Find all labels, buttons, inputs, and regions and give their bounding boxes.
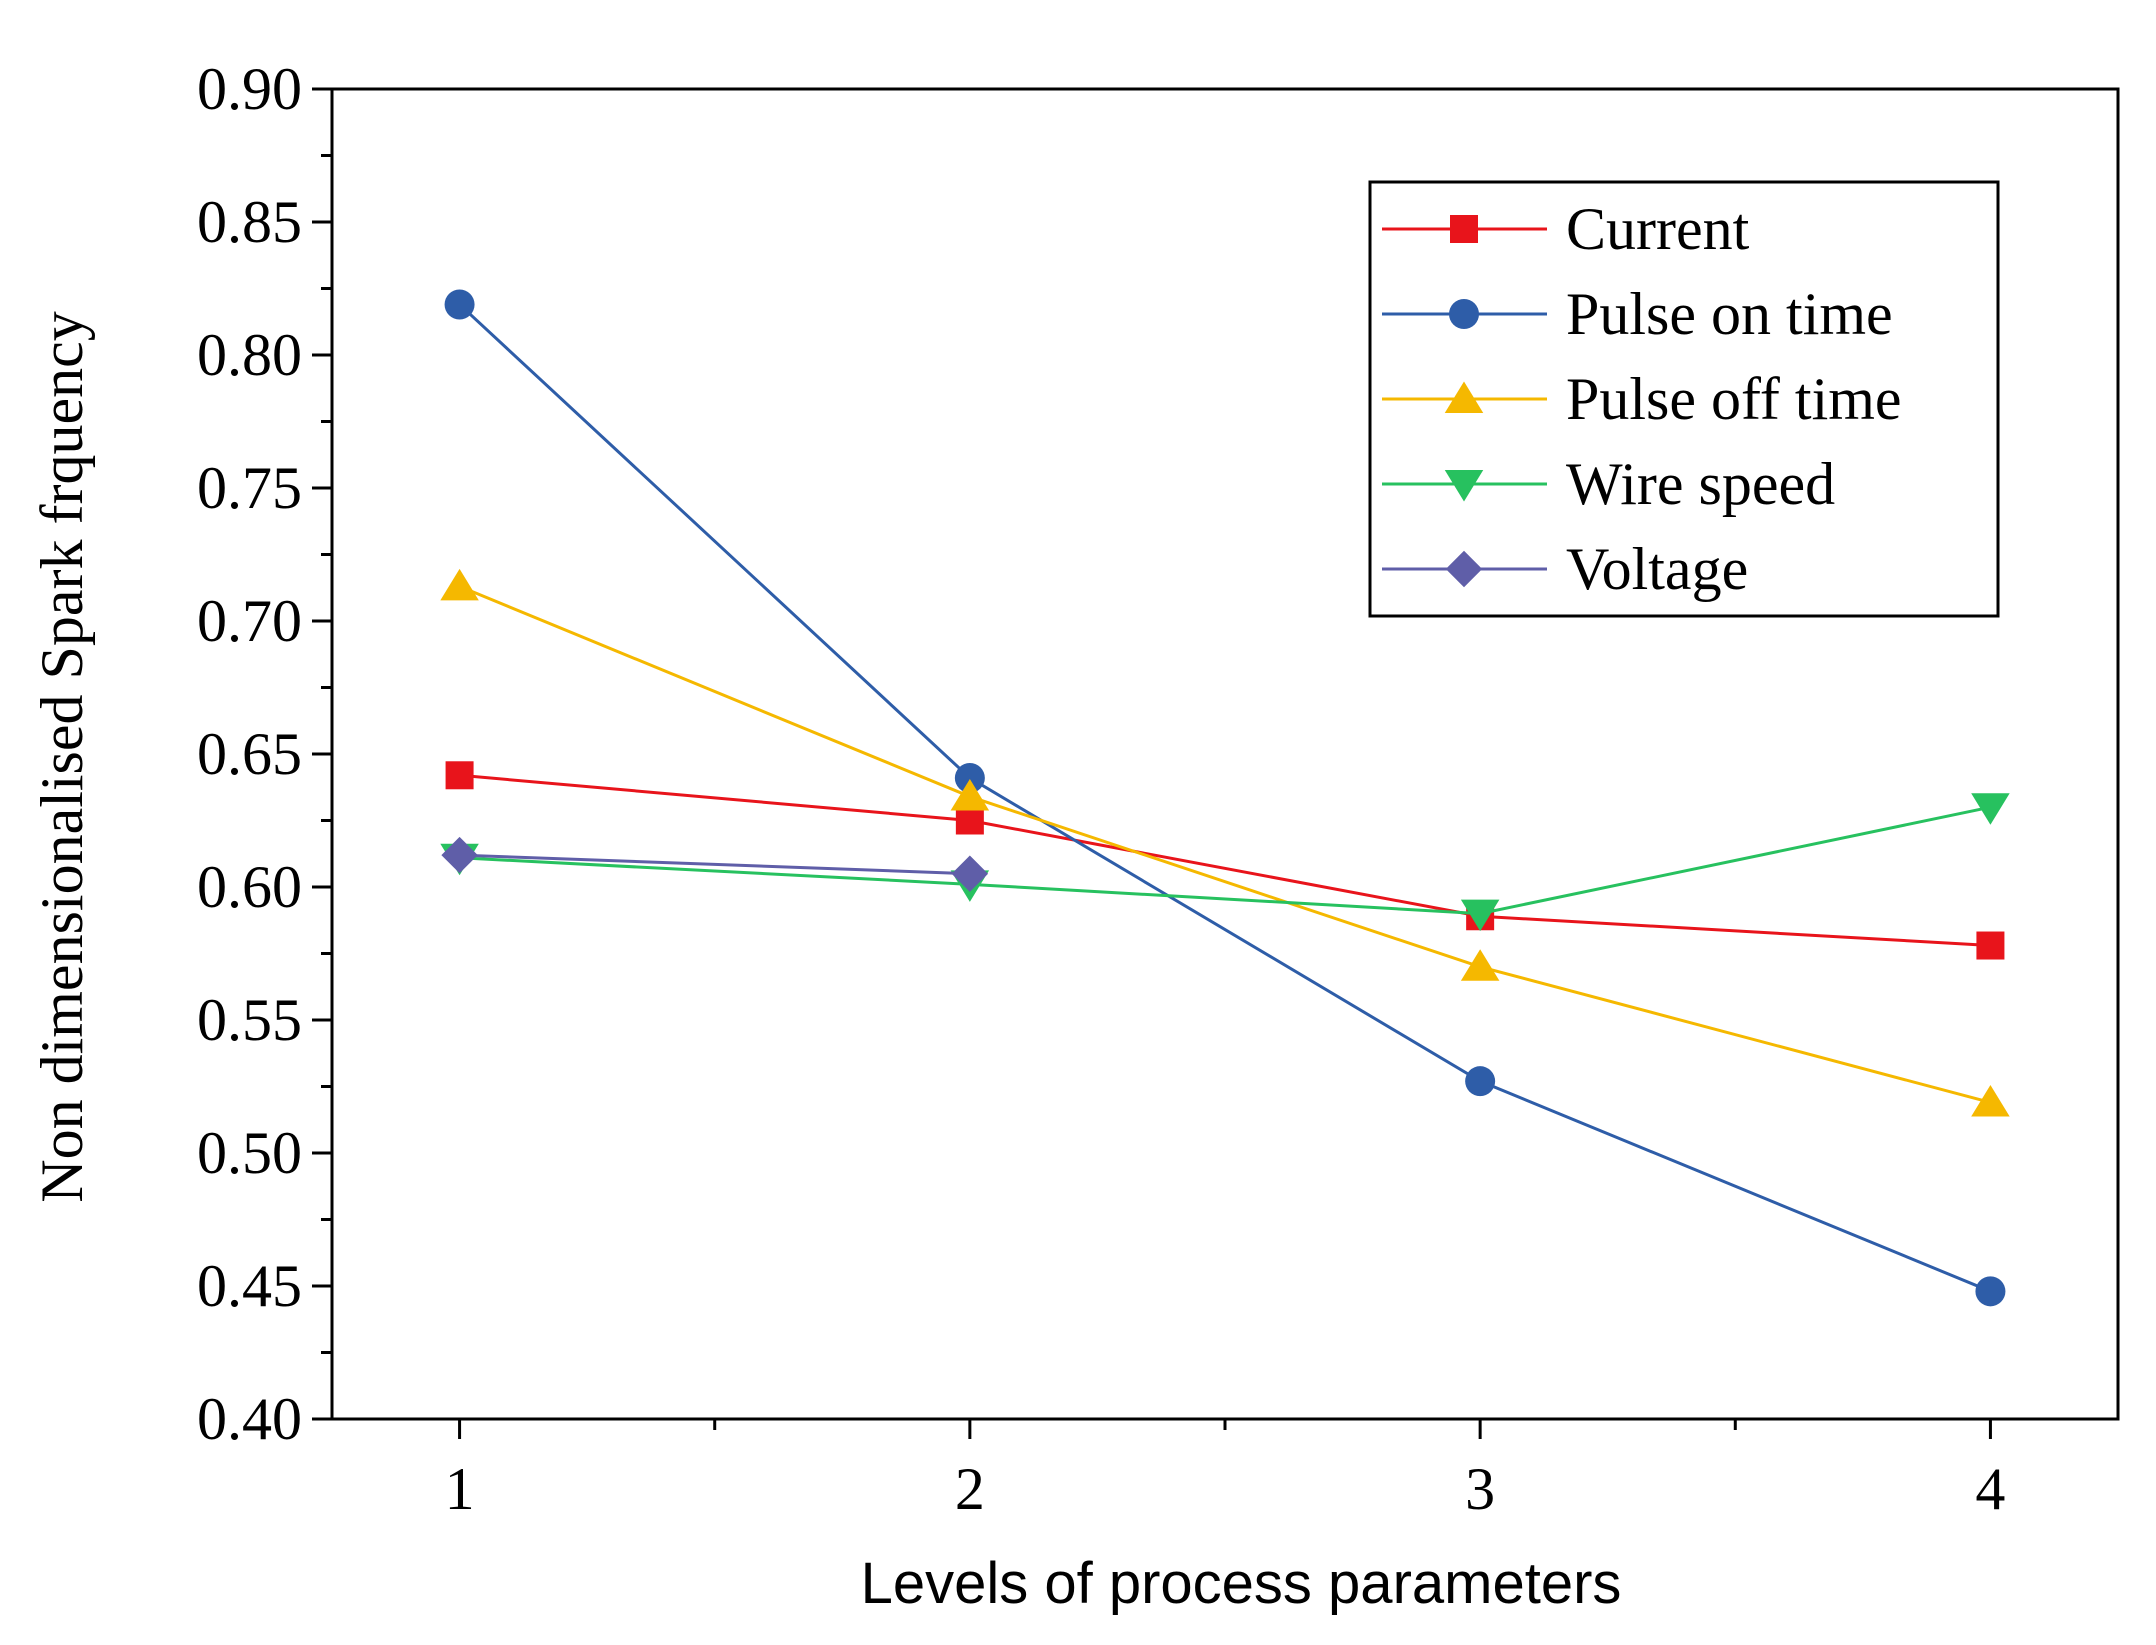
series-line [459,585,1991,1104]
data-point [441,836,478,874]
x-tick-label: 2 [955,1456,985,1522]
legend-marker [1444,381,1484,413]
series-line [458,303,1991,1293]
data-point [444,289,475,320]
legend-label: Voltage [1566,536,1748,602]
y-tick-label: 0.55 [197,987,302,1053]
data-point [440,568,479,601]
data-point [955,806,984,835]
y-tick-label: 0.85 [197,189,302,255]
data-point [1975,1276,2006,1307]
y-tick-label: 0.75 [197,455,302,521]
series-line [459,805,1991,916]
x-tick-label: 1 [445,1456,475,1522]
y-tick-label: 0.40 [197,1386,302,1452]
y-tick-label: 0.60 [197,854,302,920]
y-tick-label: 0.70 [197,588,302,654]
legend-entry: Pulse on time [1382,281,1893,347]
data-point [1465,1066,1496,1097]
legend-entry: Wire speed [1382,451,1835,517]
legend-entry: Current [1382,196,1750,262]
y-tick-label: 0.90 [197,56,302,122]
y-tick-label: 0.65 [197,721,302,787]
data-point [954,762,985,793]
y-tick-label: 0.50 [197,1120,302,1186]
legend-marker [1449,299,1479,329]
legend-label: Pulse on time [1566,281,1893,347]
legend-marker [1450,215,1478,243]
data-point [1460,899,1500,932]
series-line [459,773,1991,948]
legend-entry: Voltage [1382,536,1748,602]
legend-label: Current [1566,196,1750,262]
axes: 0.40 0.45 0.50 0.55 0.60 0.65 0.70 0.75 0.80 0.85… [197,56,2120,1522]
legend-label: Pulse off time [1566,366,1902,432]
data-point [445,761,474,790]
legend-marker [1445,550,1483,588]
legend-marker [1444,470,1484,502]
legend: Current Pulse on time Pulse off time Wire s… [1368,180,2000,618]
series-pulse-off-time [440,568,2010,1117]
series-pulse-on-time [444,289,2006,1307]
data-point [951,855,989,892]
x-axis-label: Levels of process parameters [861,1551,1622,1616]
data-point [1460,949,1500,981]
series-voltage [441,836,989,892]
legend-entry: Pulse off time [1382,366,1902,432]
y-axis-label: Non dimensionalised Spark frquency [29,311,95,1202]
data-point [950,779,990,811]
data-point [1971,1084,2010,1117]
legend-label: Wire speed [1566,451,1835,517]
y-tick-label: 0.45 [197,1253,302,1319]
y-tick-label: 0.80 [197,322,302,388]
series-line [459,853,970,876]
series-layer [440,289,2010,1307]
x-tick-label: 3 [1465,1456,1495,1522]
x-tick-label: 4 [1975,1456,2005,1522]
data-point [1976,931,2005,960]
data-point [1971,793,2010,825]
